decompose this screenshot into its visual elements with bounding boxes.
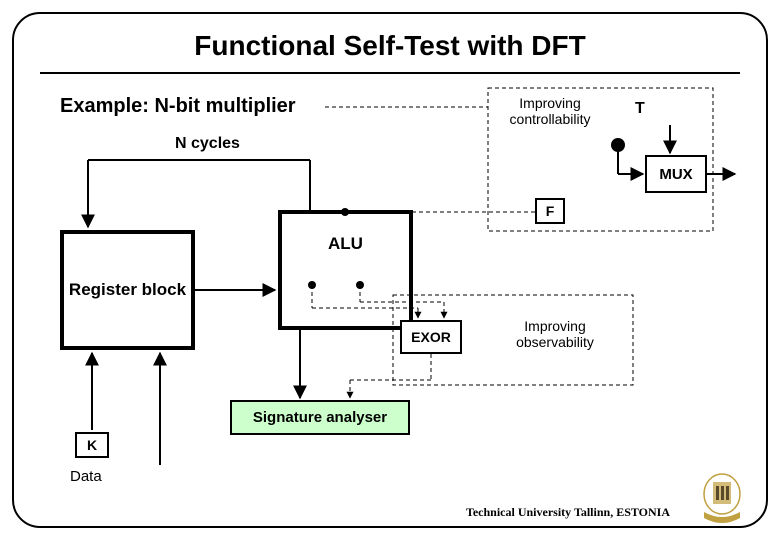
t-label: T <box>635 100 645 118</box>
signature-box: Signature analyser <box>230 400 410 435</box>
register-block-label: Register block <box>69 280 186 300</box>
data-label: Data <box>70 468 102 485</box>
mux-box: MUX <box>645 155 707 193</box>
title-underline <box>40 72 740 74</box>
alu-label: ALU <box>328 234 363 254</box>
exor-box: EXOR <box>400 320 462 354</box>
f-box: F <box>535 198 565 224</box>
alu-box: ALU <box>278 210 413 330</box>
register-block-box: Register block <box>60 230 195 350</box>
slide-title: Functional Self-Test with DFT <box>0 30 780 62</box>
improving-observability-label: Improving observability <box>500 318 610 350</box>
footer-text: Technical University Tallinn, ESTONIA <box>466 505 670 520</box>
k-box: K <box>75 432 109 458</box>
n-cycles-label: N cycles <box>175 135 240 153</box>
improving-controllability-label: Improving controllability <box>495 95 605 127</box>
subtitle: Example: N-bit multiplier <box>60 95 296 118</box>
university-logo <box>698 472 746 526</box>
